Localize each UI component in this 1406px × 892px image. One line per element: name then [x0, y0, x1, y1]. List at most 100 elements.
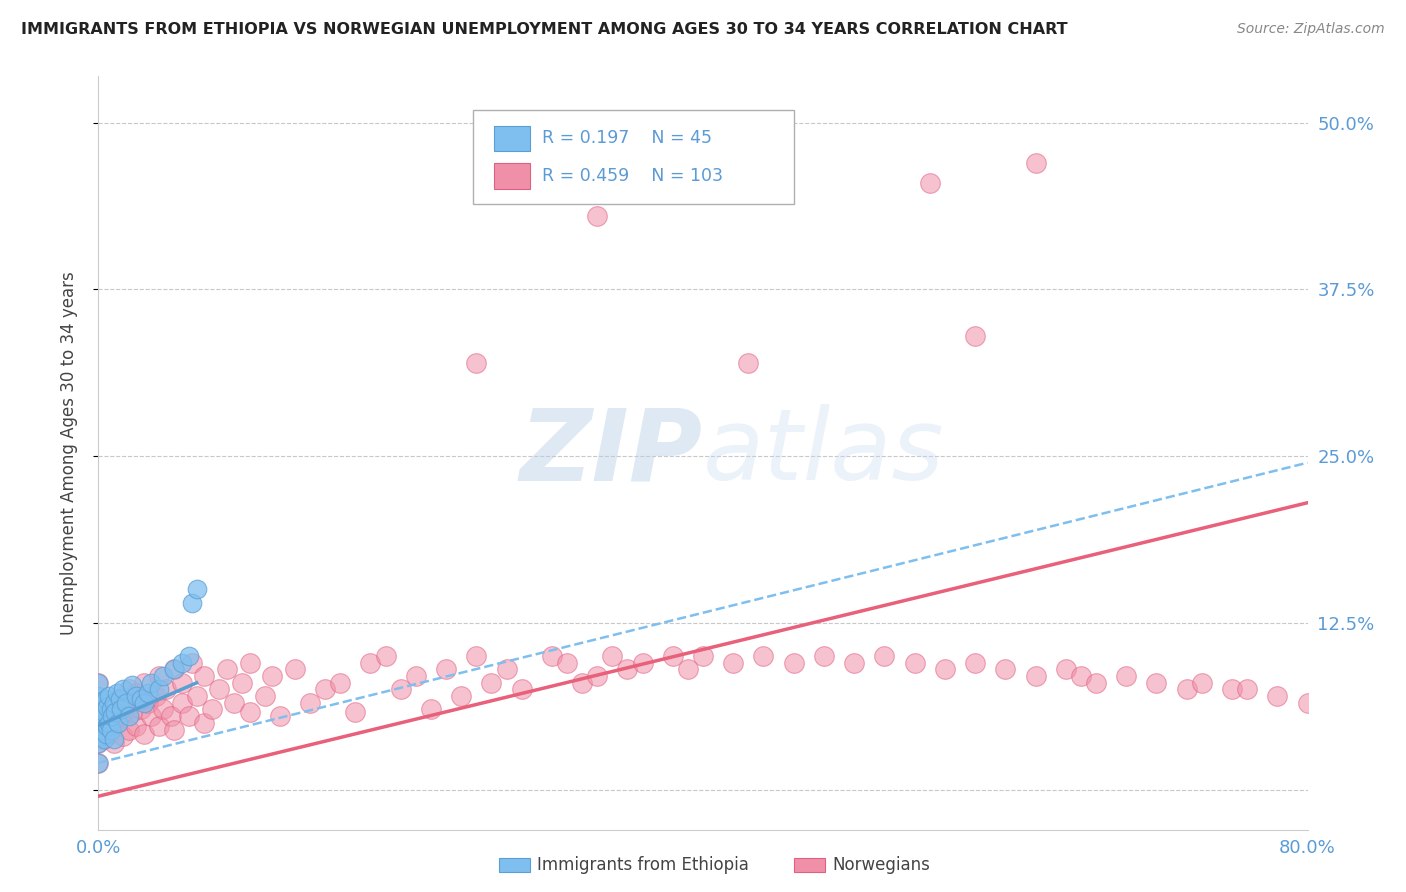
Point	[152, 702, 174, 716]
Point	[170, 675, 193, 690]
Point	[108, 691, 131, 706]
Point	[107, 691, 129, 706]
Point	[405, 669, 427, 683]
Point	[1024, 155, 1046, 169]
Point	[1191, 675, 1213, 690]
Point	[105, 686, 128, 700]
Point	[201, 702, 224, 716]
Point	[170, 656, 193, 670]
Point	[844, 656, 866, 670]
Point	[661, 649, 683, 664]
Point	[125, 718, 148, 732]
Point	[481, 675, 503, 690]
Point	[87, 696, 110, 710]
Point	[262, 669, 284, 683]
Point	[314, 682, 336, 697]
Point	[103, 736, 125, 750]
Point	[90, 709, 112, 723]
Point	[107, 715, 129, 730]
Point	[87, 675, 110, 690]
Point	[253, 689, 276, 703]
Point	[136, 696, 159, 710]
Point	[94, 691, 117, 706]
Point	[181, 596, 204, 610]
Point	[148, 682, 170, 697]
Point	[87, 736, 110, 750]
Point	[100, 702, 122, 716]
Point	[125, 686, 148, 700]
Point	[231, 675, 253, 690]
Point	[783, 656, 806, 670]
Point	[389, 682, 412, 697]
Point	[208, 682, 231, 697]
Point	[132, 696, 155, 710]
Point	[148, 718, 170, 732]
Point	[87, 756, 110, 770]
Point	[104, 705, 127, 719]
Y-axis label: Unemployment Among Ages 30 to 34 years: Unemployment Among Ages 30 to 34 years	[59, 271, 77, 634]
Point	[118, 682, 141, 697]
Point	[91, 709, 114, 723]
Point	[465, 356, 488, 370]
Point	[121, 705, 143, 719]
Point	[465, 649, 488, 664]
Point	[90, 729, 112, 743]
Point	[96, 718, 118, 732]
Point	[125, 689, 148, 703]
Point	[374, 649, 396, 664]
Point	[105, 715, 128, 730]
Point	[344, 705, 367, 719]
Point	[152, 669, 174, 683]
Point	[94, 726, 117, 740]
Point	[602, 649, 624, 664]
Point	[215, 663, 238, 677]
Point	[631, 656, 654, 670]
Point	[111, 682, 134, 697]
Point	[163, 663, 186, 677]
Bar	[494, 126, 530, 151]
Point	[918, 176, 941, 190]
Point	[1175, 682, 1198, 697]
Point	[87, 689, 110, 703]
Point	[360, 656, 382, 670]
Point	[193, 715, 215, 730]
Point	[87, 675, 110, 690]
Point	[1267, 689, 1289, 703]
Point	[160, 709, 183, 723]
Text: Immigrants from Ethiopia: Immigrants from Ethiopia	[537, 856, 749, 874]
Point	[110, 702, 132, 716]
Point	[87, 709, 110, 723]
Point	[752, 649, 775, 664]
Point	[163, 723, 186, 737]
Point	[186, 689, 208, 703]
Point	[93, 731, 115, 746]
Point	[873, 649, 896, 664]
Point	[163, 663, 186, 677]
Point	[129, 702, 152, 716]
Point	[186, 582, 208, 597]
Point	[1220, 682, 1243, 697]
Bar	[494, 163, 530, 189]
Text: Norwegians: Norwegians	[832, 856, 931, 874]
Point	[114, 696, 136, 710]
Point	[329, 675, 352, 690]
Point	[94, 702, 117, 716]
Point	[114, 699, 136, 714]
Point	[87, 699, 110, 714]
Point	[155, 682, 177, 697]
Point	[586, 209, 609, 223]
Point	[813, 649, 835, 664]
Text: atlas: atlas	[703, 404, 945, 501]
Point	[103, 731, 125, 746]
Point	[179, 649, 201, 664]
Point	[87, 756, 110, 770]
Point	[193, 669, 215, 683]
Point	[224, 696, 246, 710]
Point	[101, 709, 124, 723]
Point	[141, 709, 163, 723]
Point	[98, 726, 121, 740]
Text: IMMIGRANTS FROM ETHIOPIA VS NORWEGIAN UNEMPLOYMENT AMONG AGES 30 TO 34 YEARS COR: IMMIGRANTS FROM ETHIOPIA VS NORWEGIAN UN…	[21, 22, 1067, 37]
Point	[239, 705, 262, 719]
Point	[269, 709, 291, 723]
Point	[145, 689, 167, 703]
